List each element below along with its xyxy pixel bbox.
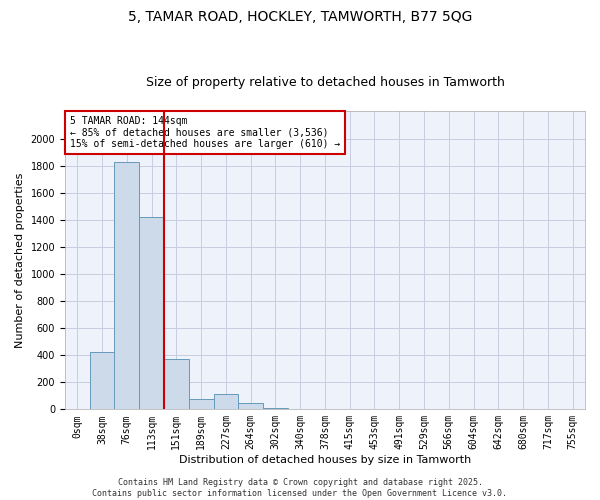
Bar: [189, 398, 214, 409]
Bar: [164, 359, 189, 410]
Title: Size of property relative to detached houses in Tamworth: Size of property relative to detached ho…: [146, 76, 505, 90]
Text: 5 TAMAR ROAD: 144sqm
← 85% of detached houses are smaller (3,536)
15% of semi-de: 5 TAMAR ROAD: 144sqm ← 85% of detached h…: [70, 116, 340, 149]
Bar: [139, 217, 164, 410]
Bar: [238, 402, 263, 409]
X-axis label: Distribution of detached houses by size in Tamworth: Distribution of detached houses by size …: [179, 455, 471, 465]
Bar: [65, 408, 89, 410]
Bar: [115, 162, 139, 410]
Bar: [288, 408, 313, 410]
Bar: [89, 352, 115, 410]
Bar: [214, 394, 238, 409]
Text: 5, TAMAR ROAD, HOCKLEY, TAMWORTH, B77 5QG: 5, TAMAR ROAD, HOCKLEY, TAMWORTH, B77 5Q…: [128, 10, 472, 24]
Y-axis label: Number of detached properties: Number of detached properties: [15, 172, 25, 348]
Text: Contains HM Land Registry data © Crown copyright and database right 2025.
Contai: Contains HM Land Registry data © Crown c…: [92, 478, 508, 498]
Bar: [263, 408, 288, 410]
